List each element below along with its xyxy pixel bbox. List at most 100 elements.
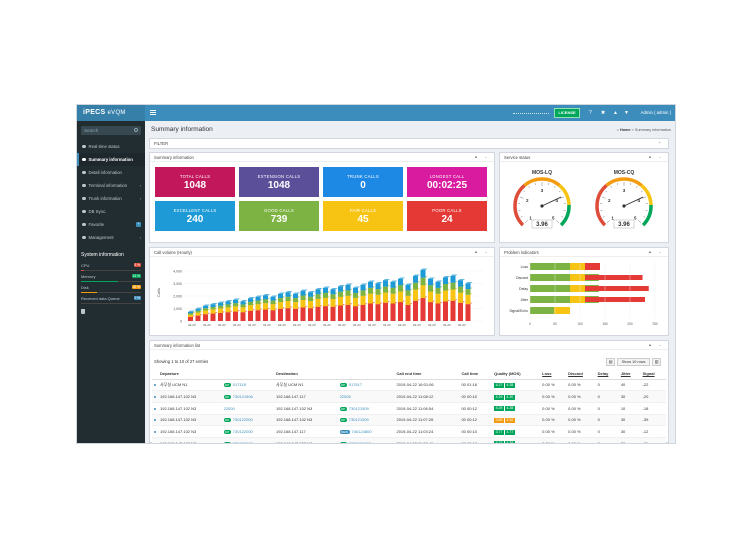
- home-icon[interactable]: ⌂: [616, 128, 619, 132]
- destination-number-link[interactable]: 0270030032: [348, 440, 371, 444]
- call-end-time-link[interactable]: 2019-04-22 11:03:41: [394, 437, 460, 443]
- sidebar-item[interactable]: Real-time status: [77, 140, 145, 153]
- sidebar-item[interactable]: Terminal information ‹: [77, 179, 145, 192]
- table-row[interactable]: 192.168.147.102 N3 DP 730122000 192.168.147…: [152, 437, 666, 444]
- discard-cell: 0.00 %: [566, 379, 596, 392]
- search-icon[interactable]: [134, 128, 138, 132]
- call-end-time-link[interactable]: 2019-04-22 11:03:24: [394, 425, 460, 438]
- logo[interactable]: iPECS eVQM: [77, 105, 145, 121]
- table-col-header[interactable]: Loss: [540, 369, 567, 380]
- summary-tile[interactable]: LONGEST CALL 00:02:25: [407, 167, 487, 197]
- table-row[interactable]: 192.168.147.102 N3 DP 730122000 192.168.147…: [152, 425, 666, 438]
- destination-number-link[interactable]: 740124800: [351, 429, 372, 435]
- panel-tools[interactable]: ▲ –: [648, 155, 664, 159]
- destination-number-cell[interactable]: DP 017517: [337, 379, 395, 392]
- columns-button[interactable]: ▥: [652, 358, 661, 366]
- table-row[interactable]: 192.168.147.102 N3 DP 730122000 192.168.147…: [152, 414, 666, 427]
- panel-tools[interactable]: ▲ –: [648, 250, 664, 254]
- call-end-time-link[interactable]: 2019-04-22 16:01:06: [394, 379, 460, 392]
- x-tick-label: 04-23: [218, 323, 226, 327]
- destination-number-link[interactable]: 730121509: [348, 417, 369, 423]
- destination-number-link[interactable]: 017517: [348, 382, 363, 388]
- volume-bar-segment: [285, 308, 291, 321]
- table-col-header[interactable]: Departure: [158, 369, 222, 380]
- license-button[interactable]: LICENSE: [554, 108, 580, 118]
- sidebar-item[interactable]: Favorite +: [77, 218, 145, 231]
- summary-tile[interactable]: TOTAL CALLS 1048: [155, 167, 235, 197]
- call-time: 00 00:12: [459, 402, 493, 415]
- search-input[interactable]: Search: [81, 126, 141, 135]
- expand-icon[interactable]: +: [658, 141, 664, 145]
- destination-number-cell[interactable]: 22005: [337, 390, 395, 403]
- panel-tools[interactable]: ▲ –: [474, 250, 490, 254]
- table-col-header[interactable]: Delay: [595, 369, 619, 380]
- panel-tools[interactable]: ▲ –: [648, 343, 664, 347]
- destination-number-link[interactable]: 22005: [339, 394, 351, 400]
- volume-bar-segment: [435, 293, 441, 304]
- table-col-header[interactable]: Quality (MOS): [492, 369, 541, 380]
- call-end-time-link[interactable]: 2019-04-22 11:06:54: [394, 402, 460, 415]
- summary-tile[interactable]: EXCELLENT CALLS 240: [155, 201, 235, 231]
- sidebar-item[interactable]: Trunk information ‹: [77, 192, 145, 205]
- summary-tile[interactable]: TRUNK CALLS 0: [323, 167, 403, 197]
- call-end-time-link[interactable]: 2019-04-22 11:08:12: [394, 390, 460, 403]
- departure-number-link[interactable]: 22000: [223, 405, 235, 411]
- trash-icon[interactable]: [81, 309, 85, 314]
- departure-number-cell[interactable]: DP 730122000: [221, 425, 274, 438]
- volume-bar-segment: [218, 312, 223, 321]
- destination-number-cell[interactable]: NEW 740124800: [337, 425, 395, 438]
- departure-number-link[interactable]: 017118: [232, 382, 246, 388]
- summary-tile[interactable]: EXTENSION CALLS 1048: [239, 167, 319, 197]
- breadcrumb-home[interactable]: Home: [620, 128, 631, 132]
- table-col-header[interactable]: Destination: [274, 369, 338, 380]
- table-row[interactable]: 192.168.147.102 N3 DP 730121506 192.168.147…: [152, 390, 666, 403]
- summary-tile[interactable]: GOOD CALLS 739: [239, 201, 319, 231]
- system-metric-label: CPU: [81, 263, 90, 268]
- table-row[interactable]: 사무실 UCM N1 DP 017118 사무실 UCM N1 DP 017517 2019…: [152, 379, 666, 392]
- table-row[interactable]: 192.168.147.102 N3 22000 192.168.147.102 N…: [152, 402, 666, 415]
- destination-number-cell[interactable]: DP 730121509: [337, 414, 395, 427]
- sidebar-item-label: DB Sync.: [88, 209, 107, 214]
- upload-icon[interactable]: ▲: [613, 110, 618, 116]
- show-rows-select[interactable]: Show 10 rows: [617, 358, 650, 366]
- sidebar-item[interactable]: Management ‹: [77, 231, 145, 244]
- destination-number-cell[interactable]: DP 730121509: [337, 402, 395, 415]
- sidebar-item[interactable]: Summary information: [77, 153, 145, 166]
- table-col-header[interactable]: Call end time: [394, 369, 460, 380]
- destination-number-cell[interactable]: DP 0270030032: [337, 437, 395, 444]
- x-tick-label: 04-23: [413, 323, 421, 327]
- mos-gauges: MOS-LQ 1 2 3 4 5 3.96 MOS-CQ 1 2 3 4 5 3.96: [513, 170, 653, 229]
- filter-panel[interactable]: FILTER +: [149, 138, 669, 149]
- volume-bar-segment: [443, 277, 448, 285]
- settings-icon[interactable]: ✖: [601, 110, 606, 116]
- hamburger-menu-icon[interactable]: [150, 110, 156, 115]
- table-col-header[interactable]: Call time: [459, 369, 493, 380]
- table-col-header[interactable]: Signal: [640, 369, 666, 380]
- departure-number-cell[interactable]: DP 730121506: [221, 390, 274, 403]
- departure-number-link[interactable]: 730122000: [232, 440, 253, 444]
- sidebar-item[interactable]: Detail information: [77, 166, 145, 179]
- sidebar-item[interactable]: DB Sync.: [77, 205, 145, 218]
- summary-tile[interactable]: POOR CALLS 24: [407, 201, 487, 231]
- summary-tile[interactable]: FAIR CALLS 45: [323, 201, 403, 231]
- filter-header[interactable]: FILTER +: [150, 139, 668, 148]
- search-placeholder: Search: [84, 128, 99, 133]
- departure-number-link[interactable]: 730122000: [232, 417, 253, 423]
- destination-number-link[interactable]: 730121509: [348, 405, 369, 411]
- departure-number-cell[interactable]: 22000: [221, 402, 274, 415]
- departure-number-link[interactable]: 730121506: [232, 394, 253, 400]
- departure-number-cell[interactable]: DP 730122000: [221, 414, 274, 427]
- export-button[interactable]: ▤: [606, 358, 615, 366]
- table-col-header[interactable]: Jitter: [618, 369, 641, 380]
- departure-number-link[interactable]: 730122000: [232, 429, 253, 435]
- download-icon[interactable]: ▼: [624, 110, 629, 116]
- departure-number-cell[interactable]: DP 730122000: [221, 437, 274, 444]
- user-menu[interactable]: Admin ( admin ): [640, 110, 671, 115]
- volume-bar-top: [458, 279, 465, 281]
- help-icon[interactable]: ?: [589, 110, 592, 116]
- panel-tools[interactable]: ▲ –: [474, 155, 490, 159]
- volume-bar-segment: [188, 312, 193, 314]
- departure-number-cell[interactable]: DP 017118: [221, 379, 274, 392]
- table-col-header[interactable]: Discard: [566, 369, 596, 380]
- call-end-time-link[interactable]: 2019-04-22 11:07:26: [394, 414, 460, 427]
